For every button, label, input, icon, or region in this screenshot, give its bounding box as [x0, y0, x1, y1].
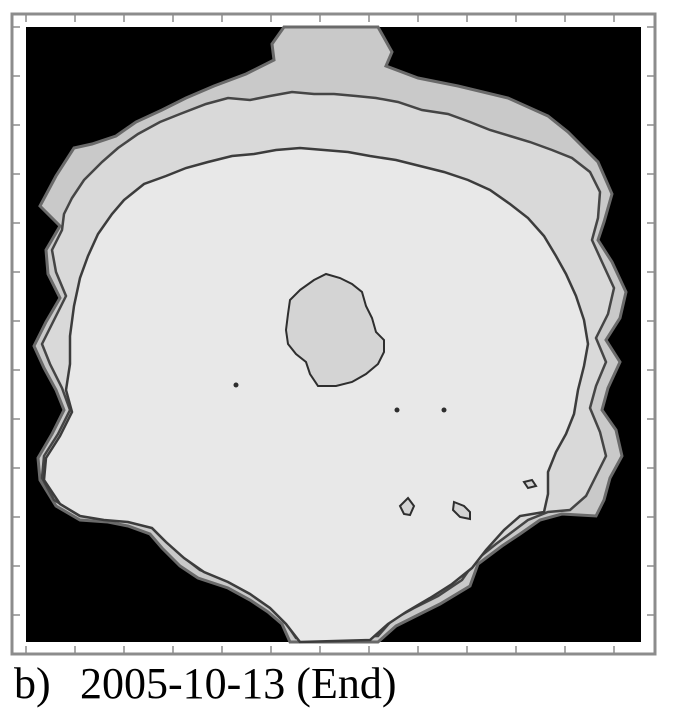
panel-label: b) — [14, 659, 51, 708]
contour-dot-2 — [394, 407, 400, 413]
caption-text: 2005-10-13 (End) — [80, 659, 397, 708]
contour-blob-3 — [522, 478, 538, 490]
central-island — [284, 272, 385, 387]
contour-blob-1 — [398, 496, 416, 517]
contour-dot-1 — [233, 382, 239, 388]
inner-zone — [42, 146, 590, 644]
figure-caption: b) 2005-10-13 (End) — [14, 656, 397, 712]
contour-dot-3 — [441, 407, 447, 413]
contour-plot — [10, 12, 657, 656]
contour-blob-2 — [451, 500, 471, 521]
frame-ticks — [12, 14, 655, 654]
